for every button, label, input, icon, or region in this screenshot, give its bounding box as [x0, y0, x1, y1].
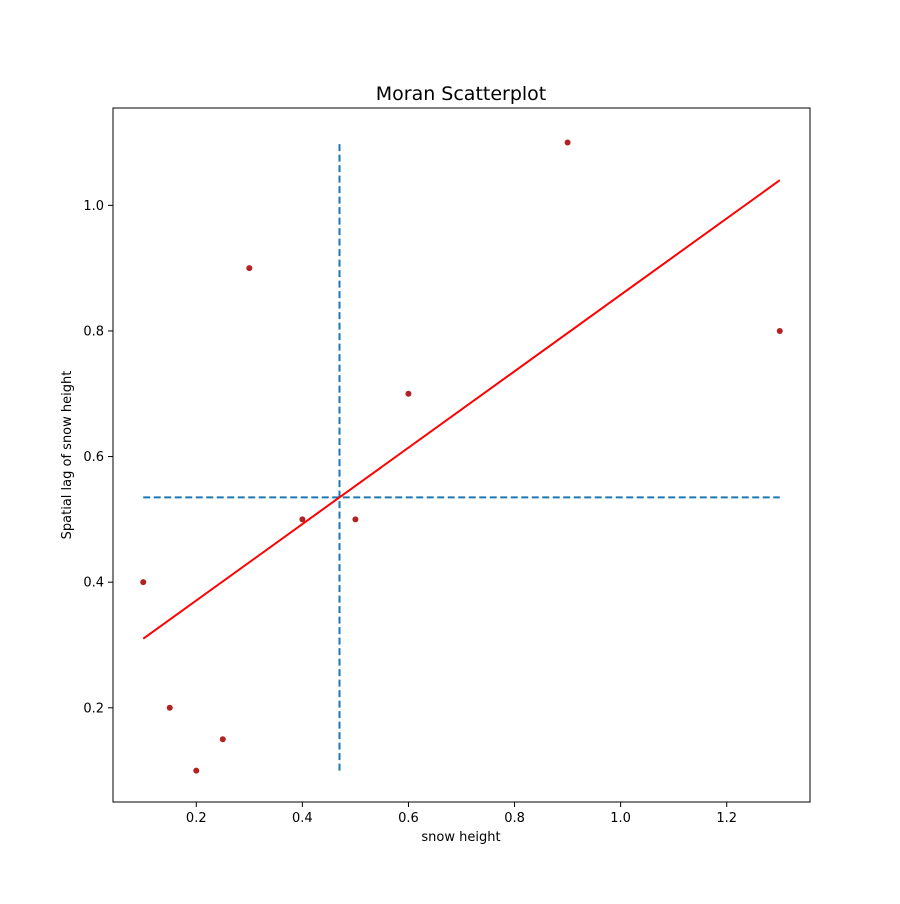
- scatter-point: [246, 265, 253, 272]
- y-tick-label: 0.6: [83, 450, 104, 465]
- scatter-point: [564, 139, 571, 146]
- scatter-point: [140, 579, 147, 586]
- scatter-point: [299, 516, 306, 523]
- y-axis-ticks: 0.2 0.4 0.6 0.8 1.0: [83, 199, 113, 716]
- fit-line: [142, 179, 781, 640]
- scatter-point: [193, 767, 200, 774]
- y-tick-label: 0.8: [83, 324, 104, 339]
- y-tick-label: 0.4: [83, 576, 104, 591]
- y-tick-label: 1.0: [83, 199, 104, 214]
- scatter-point: [405, 390, 412, 397]
- y-tick-label: 0.2: [83, 701, 104, 716]
- x-axis-label: snow height: [421, 830, 500, 845]
- scatter-point: [219, 736, 226, 743]
- x-tick-label: 1.2: [716, 811, 737, 826]
- scatter-point: [776, 327, 783, 334]
- chart-title: Moran Scatterplot: [376, 83, 547, 105]
- scatter-point: [352, 516, 359, 523]
- x-axis-ticks: 0.2 0.4 0.6 0.8 1.0 1.2: [186, 802, 737, 826]
- x-tick-label: 1.0: [610, 811, 631, 826]
- x-tick-label: 0.2: [186, 811, 207, 826]
- plot-area: [140, 139, 783, 774]
- plot-frame: [112, 107, 811, 803]
- scatter-point: [166, 704, 173, 711]
- x-tick-label: 0.8: [504, 811, 525, 826]
- y-axis-label: Spatial lag of snow height: [60, 371, 75, 540]
- x-tick-label: 0.4: [292, 811, 313, 826]
- x-tick-label: 0.6: [398, 811, 419, 826]
